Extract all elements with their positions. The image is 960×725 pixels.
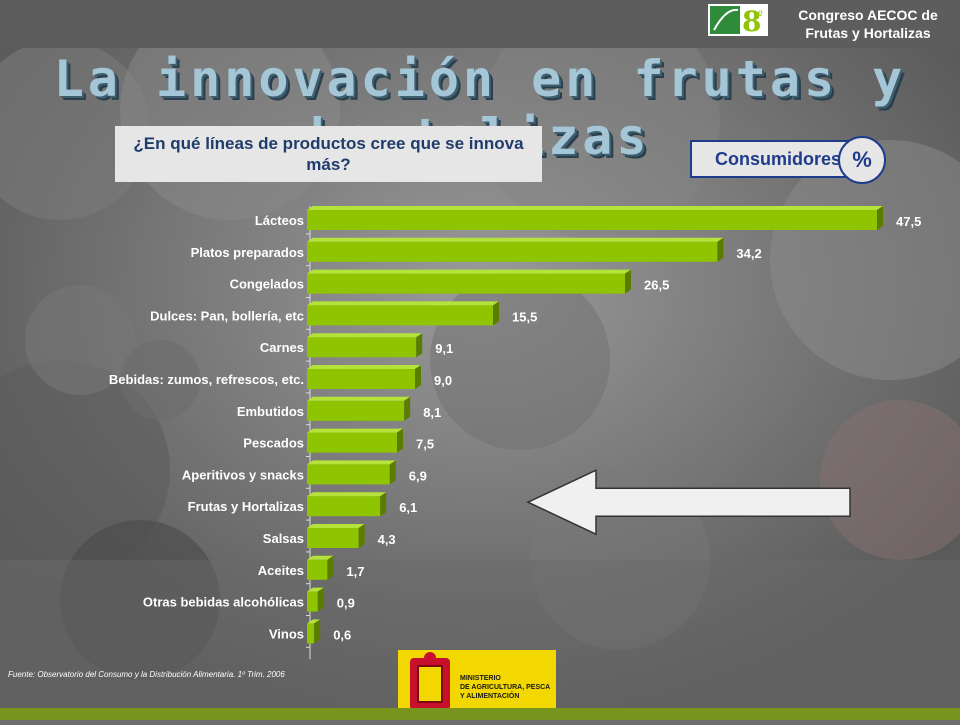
category-label: Lácteos (255, 213, 304, 228)
top-bar (0, 0, 960, 48)
bar-top (307, 587, 324, 592)
bar-top (307, 428, 403, 433)
bar (307, 528, 359, 548)
bar-top (307, 237, 724, 242)
value-label: 0,9 (337, 596, 355, 611)
bar-end (416, 333, 423, 358)
category-label: Vinos (269, 626, 304, 641)
congress-line-2: Frutas y Hortalizas (805, 25, 931, 41)
bar-end (380, 492, 387, 517)
category-label: Salsas (263, 531, 304, 546)
congress-title: Congreso AECOC de Frutas y Hortalizas (788, 6, 948, 42)
ministry-line-1: MINISTERIO (460, 675, 501, 682)
svg-text:8: 8 (742, 5, 761, 36)
ministry-line-2: DE AGRICULTURA, PESCA (460, 684, 551, 691)
bar (307, 464, 390, 485)
bottom-stripe (0, 708, 960, 720)
bar-end (877, 206, 883, 230)
bar (307, 241, 718, 262)
bar-top (307, 365, 421, 369)
bar-end (327, 555, 334, 580)
bar (307, 210, 877, 230)
bar-top (307, 555, 334, 560)
value-label: 8,1 (423, 405, 441, 420)
ministry-line-3: Y ALIMENTACIÓN (460, 693, 520, 700)
category-label: Embutidos (237, 404, 304, 419)
value-label: 9,1 (435, 341, 453, 356)
bar-top (307, 269, 631, 274)
bar (307, 559, 328, 580)
bar-top (307, 460, 396, 465)
bar (307, 432, 397, 453)
bar-top (307, 619, 321, 624)
category-label: Frutas y Hortalizas (188, 499, 304, 514)
bar-end (317, 587, 324, 612)
bar-top (307, 206, 883, 210)
bar-end (314, 619, 321, 644)
category-label: Carnes (260, 340, 304, 355)
category-label: Bebidas: zumos, refrescos, etc. (109, 372, 304, 387)
value-label: 7,5 (416, 437, 434, 452)
value-label: 6,1 (399, 500, 417, 515)
bar-end (415, 365, 421, 389)
category-label: Dulces: Pan, bollería, etc (150, 308, 304, 323)
bar (307, 337, 417, 358)
category-label: Aperitivos y snacks (182, 467, 304, 482)
aecoc-8-logo-icon: 8 º (708, 4, 768, 38)
category-label: Platos preparados (191, 245, 304, 260)
bar (307, 369, 415, 389)
value-label: 9,0 (434, 373, 452, 388)
bar (307, 400, 405, 421)
category-label: Aceites (258, 563, 304, 578)
bar-top (307, 396, 411, 401)
bar-top (307, 301, 499, 306)
bar-end (404, 396, 411, 421)
segment-label: Consumidores (690, 140, 866, 178)
source-note: Fuente: Observatorio del Consumo y la Di… (8, 670, 285, 679)
category-label: Congelados (230, 277, 304, 292)
highlight-arrow (526, 469, 851, 536)
value-label: 0,6 (333, 627, 351, 642)
svg-text:º: º (758, 10, 763, 21)
unit-badge: % (838, 136, 886, 184)
value-label: 6,9 (409, 468, 427, 483)
value-label: 4,3 (378, 532, 396, 547)
value-label: 15,5 (512, 309, 537, 324)
bar-top (307, 333, 423, 338)
bar (307, 623, 315, 644)
category-label: Otras bebidas alcohólicas (143, 595, 304, 610)
value-label: 34,2 (736, 246, 761, 261)
bar-end (397, 428, 403, 453)
bar-end (493, 301, 499, 326)
bar-top (307, 492, 387, 497)
bar (307, 496, 381, 517)
congress-line-1: Congreso AECOC de (798, 7, 938, 23)
bar (307, 305, 493, 326)
bar (307, 591, 318, 612)
bar (307, 273, 625, 294)
bar-end (389, 460, 396, 485)
category-label: Pescados (243, 436, 304, 451)
bar-end (358, 524, 365, 548)
value-label: 47,5 (896, 214, 921, 229)
bar-top (307, 524, 365, 528)
coat-of-arms-icon (410, 652, 450, 710)
value-label: 1,7 (346, 564, 364, 579)
question-box: ¿En qué líneas de productos cree que se … (115, 126, 542, 182)
bar-end (625, 269, 631, 294)
value-label: 26,5 (644, 278, 669, 293)
bar-end (717, 237, 724, 262)
